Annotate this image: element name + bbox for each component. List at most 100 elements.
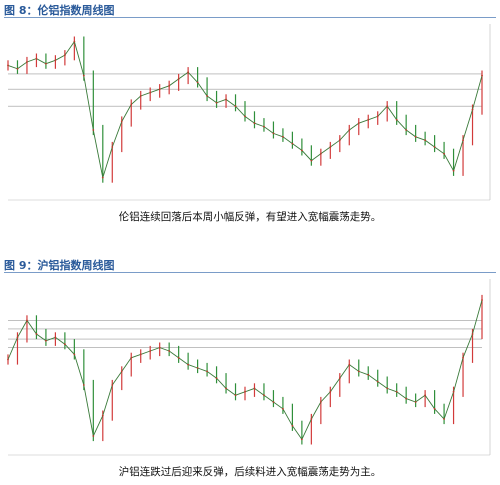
price-point [414, 135, 417, 138]
figure-9-title-rule [4, 272, 496, 273]
price-point [481, 299, 483, 301]
price-point [168, 350, 171, 352]
price-point [443, 152, 445, 155]
price-point [310, 418, 313, 420]
price-point [63, 54, 66, 57]
price-point [73, 353, 76, 356]
price-point [206, 370, 208, 373]
price-point [16, 336, 19, 339]
price-point [405, 397, 408, 400]
price-point [26, 319, 28, 322]
price-point [272, 132, 275, 135]
price-point [7, 358, 9, 361]
price-point [244, 115, 246, 118]
price-point [367, 118, 370, 121]
price-point [282, 407, 284, 410]
price-point [234, 105, 237, 108]
price-point [130, 356, 133, 359]
price-point [433, 146, 436, 148]
price-point [177, 356, 180, 359]
price-point [26, 61, 28, 63]
price-point [139, 353, 142, 356]
price-point [111, 384, 114, 386]
price-point [452, 169, 455, 172]
figure-8-caption: 伦铝连续回落后本周小幅反弹，有望进入宽幅震荡走势。 [118, 211, 382, 223]
price-point [54, 336, 57, 339]
price-point [215, 101, 218, 104]
figure-9-chart-svg [7, 279, 491, 456]
price-point [300, 149, 303, 152]
price-point [149, 350, 152, 352]
price-point [139, 95, 142, 97]
price-point [414, 401, 417, 403]
price-point [471, 333, 474, 335]
price-point [319, 152, 322, 155]
price-point [35, 57, 38, 60]
price-point [234, 394, 237, 397]
price-point [338, 377, 341, 380]
price-point [82, 384, 85, 386]
figure-8-chart [4, 20, 496, 205]
price-point [54, 59, 57, 62]
price-point [386, 387, 389, 390]
price-point [376, 115, 379, 118]
price-point [424, 139, 427, 142]
price-point [158, 88, 161, 91]
price-point [196, 367, 199, 369]
price-point [244, 390, 246, 393]
price-point [101, 414, 104, 417]
price-point [481, 74, 483, 77]
price-point [45, 62, 47, 65]
price-point [319, 401, 322, 403]
price-point [177, 78, 180, 80]
price-point [329, 390, 332, 393]
price-point [82, 74, 85, 77]
price-point [462, 139, 464, 142]
price-point [253, 387, 256, 390]
price-point [196, 81, 199, 84]
price-point [395, 390, 398, 393]
price-point [462, 356, 464, 359]
price-point [424, 394, 427, 397]
price-point [63, 343, 66, 346]
price-point [92, 435, 95, 437]
price-point [158, 346, 161, 349]
price-point [263, 125, 265, 128]
price-point [310, 159, 313, 162]
price-point [272, 401, 275, 403]
price-point [263, 394, 265, 397]
price-point [215, 377, 218, 380]
price-point [45, 339, 47, 342]
price-line [7, 299, 483, 441]
price-point [73, 40, 76, 43]
price-point [149, 91, 152, 94]
price-point [111, 146, 114, 148]
price-point [253, 122, 256, 125]
price-point [16, 67, 19, 70]
figure-8-title-rule [4, 17, 496, 18]
price-point [300, 438, 303, 441]
price-point [443, 418, 445, 420]
figure-9-title: 图 9：沪铝指数周线图 [4, 259, 115, 272]
price-point [291, 424, 294, 427]
price-point [130, 103, 133, 106]
price-point [405, 129, 408, 131]
price-point [187, 71, 190, 74]
price-point [35, 333, 38, 335]
price-point [452, 390, 455, 393]
price-point [7, 64, 9, 67]
figure-9-chart [4, 275, 496, 460]
price-point [291, 142, 294, 145]
price-point [282, 135, 284, 138]
price-point [433, 407, 436, 410]
price-point [357, 122, 360, 125]
price-point [395, 118, 398, 121]
price-point [357, 370, 360, 373]
price-point [120, 370, 123, 373]
figure-8-chart-svg [7, 24, 491, 201]
price-point [348, 363, 351, 366]
price-point [168, 84, 171, 87]
price-point [187, 363, 190, 366]
price-point [206, 95, 208, 97]
price-point [225, 387, 227, 390]
